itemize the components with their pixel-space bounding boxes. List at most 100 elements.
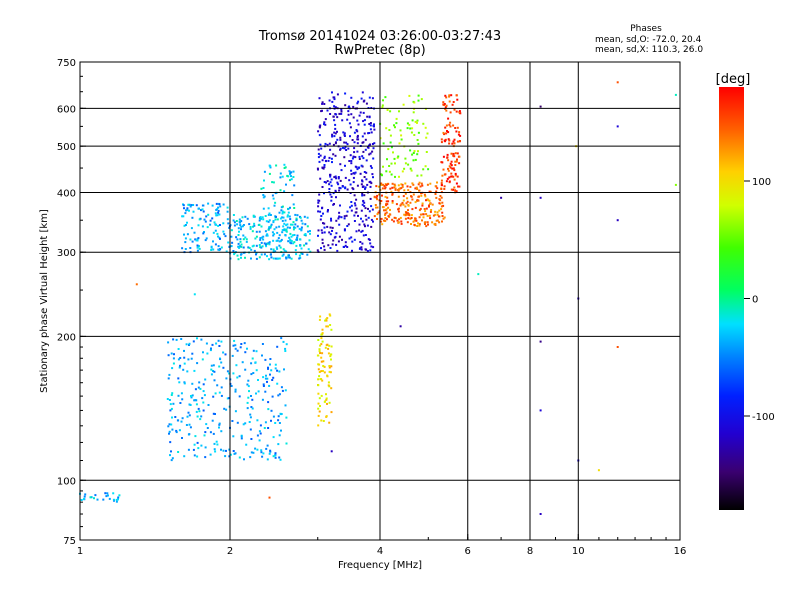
- y-tick-label: 600: [57, 104, 76, 115]
- echo-point: [331, 243, 334, 246]
- echo-point: [195, 410, 198, 413]
- echo-point: [203, 231, 205, 233]
- echo-point: [230, 385, 233, 387]
- echo-point: [320, 247, 322, 250]
- echo-point: [440, 196, 443, 199]
- echo-point: [351, 139, 354, 141]
- echo-point: [193, 293, 196, 296]
- echo-point: [183, 349, 185, 352]
- echo-point: [318, 125, 321, 128]
- echo-point: [321, 238, 324, 241]
- echo-point: [254, 447, 257, 450]
- echo-point: [363, 194, 366, 197]
- echo-point: [329, 355, 332, 358]
- echo-point: [372, 246, 375, 249]
- echo-point: [249, 226, 252, 228]
- echo-point: [280, 209, 283, 212]
- echo-point: [330, 195, 333, 198]
- echo-point: [337, 240, 340, 243]
- echo-point: [215, 440, 218, 443]
- echo-point: [295, 244, 298, 247]
- echo-point: [339, 204, 341, 207]
- echo-point: [245, 238, 248, 241]
- echo-point: [205, 342, 208, 345]
- echo-point: [338, 223, 341, 226]
- y-tick-label: 500: [57, 142, 76, 153]
- echo-point: [193, 231, 196, 234]
- echo-point: [320, 229, 323, 232]
- echo-point: [402, 103, 405, 106]
- echo-point: [256, 419, 259, 422]
- echo-point: [418, 195, 420, 198]
- echo-point: [299, 238, 301, 241]
- echo-point: [225, 377, 228, 380]
- echo-point: [220, 430, 223, 433]
- echo-point: [342, 146, 344, 149]
- echo-point: [196, 441, 199, 444]
- echo-point: [189, 205, 192, 208]
- echo-point: [213, 448, 216, 451]
- echo-point: [168, 373, 171, 376]
- echo-point: [262, 385, 265, 387]
- echo-point: [407, 189, 410, 192]
- echo-point: [251, 357, 254, 360]
- echo-point: [236, 223, 239, 226]
- echo-point: [197, 207, 200, 210]
- echo-point: [201, 208, 204, 211]
- echo-point: [382, 165, 384, 168]
- echo-point: [205, 237, 208, 240]
- echo-point: [452, 188, 454, 191]
- echo-point: [359, 241, 362, 243]
- echo-point: [456, 158, 458, 161]
- echo-point: [425, 136, 428, 139]
- echo-point: [261, 245, 264, 248]
- echo-point: [358, 223, 361, 226]
- echo-point: [304, 233, 307, 235]
- echo-point: [447, 131, 450, 134]
- echo-point: [251, 407, 254, 410]
- echo-point: [317, 414, 320, 417]
- echo-point: [368, 238, 371, 241]
- x-ticks: 1 2 4 6 8 10 16: [77, 534, 686, 557]
- echo-point: [351, 249, 353, 252]
- echo-point: [272, 234, 275, 237]
- echo-point: [432, 214, 435, 217]
- echo-point: [319, 378, 322, 381]
- echo-point: [369, 249, 372, 252]
- echo-point: [171, 428, 174, 431]
- echo-point: [228, 372, 231, 375]
- echo-point: [265, 374, 267, 377]
- echo-point: [324, 123, 327, 126]
- echo-point: [319, 177, 322, 180]
- echo-point: [214, 243, 217, 246]
- echo-point: [330, 328, 333, 331]
- echo-point: [237, 242, 240, 245]
- echo-point: [223, 233, 226, 236]
- echo-point: [212, 395, 215, 398]
- echo-point: [344, 187, 347, 190]
- echo-point: [428, 205, 430, 208]
- echo-point: [429, 190, 432, 193]
- echo-point: [419, 213, 422, 216]
- echo-point: [453, 138, 456, 141]
- echo-point: [235, 236, 238, 239]
- echo-point: [390, 190, 393, 193]
- echo-point: [448, 95, 451, 98]
- echo-point: [279, 246, 282, 249]
- echo-point: [212, 231, 215, 234]
- echo-point: [183, 362, 186, 365]
- echo-point: [321, 166, 324, 169]
- echo-point: [268, 227, 271, 230]
- echo-point: [272, 436, 275, 439]
- echo-point: [255, 252, 258, 255]
- echo-point: [393, 157, 396, 160]
- echo-point: [210, 249, 213, 251]
- echo-point: [232, 372, 235, 375]
- echo-point: [262, 452, 265, 455]
- echo-point: [248, 390, 250, 393]
- echo-point: [240, 225, 243, 228]
- echo-point: [416, 225, 419, 227]
- echo-point: [320, 215, 323, 217]
- echo-point: [267, 427, 270, 429]
- echo-point: [228, 455, 231, 458]
